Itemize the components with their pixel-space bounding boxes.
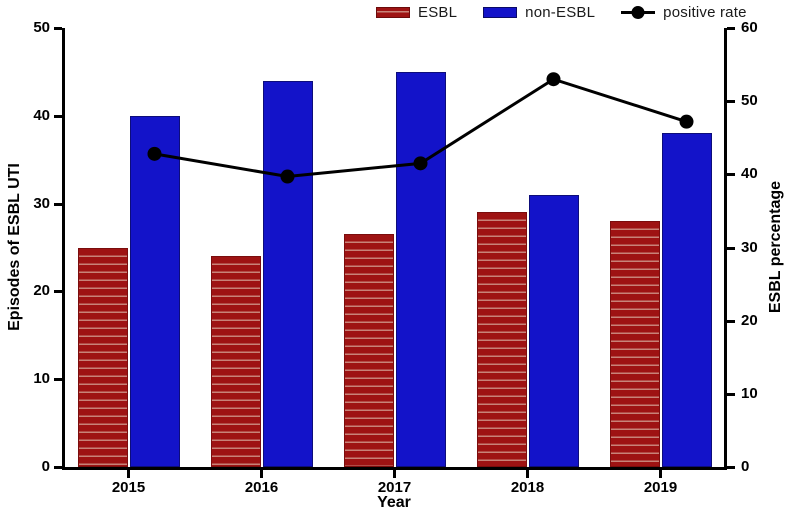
bar-esbl-2019 <box>609 221 660 467</box>
x-tick-label-2015: 2015 <box>111 479 146 496</box>
bar-esbl-2018 <box>476 212 527 467</box>
right-tick-label-50: 50 <box>741 92 758 110</box>
x-tick-2018 <box>526 470 529 478</box>
x-tick-2019 <box>659 470 662 478</box>
legend-label-non-esbl: non-ESBL <box>525 4 596 21</box>
x-tick-2015 <box>127 470 130 478</box>
positive-rate-point-2019 <box>679 114 694 129</box>
right-tick-label-30: 30 <box>741 238 758 256</box>
x-tick-2016 <box>260 470 263 478</box>
legend-item-positive-rate: positive rate <box>621 4 746 21</box>
y-axis-title-left: Episodes of ESBL UTI <box>6 163 23 331</box>
left-tick-label-0: 0 <box>41 458 50 475</box>
right-tick-10 <box>727 392 735 396</box>
bar-non-esbl-2017 <box>395 71 446 467</box>
right-tick-label-20: 20 <box>741 311 758 329</box>
left-tick-label-50: 50 <box>33 19 50 36</box>
x-tick-label-2017: 2017 <box>377 479 412 496</box>
left-tick-40 <box>54 114 62 118</box>
right-tick-label-60: 60 <box>741 19 758 36</box>
positive-rate-line-layer <box>147 72 694 184</box>
x-axis-title: Year <box>377 494 411 511</box>
left-tick-20 <box>54 290 62 294</box>
right-tick-30 <box>727 246 735 250</box>
line-dot-marker-icon <box>621 6 656 19</box>
x-tick-label-2016: 2016 <box>244 479 279 496</box>
right-tick-0 <box>727 466 735 469</box>
positive-rate-point-2015 <box>147 146 162 161</box>
right-tick-60 <box>727 27 735 30</box>
legend: ESBL non-ESBL positive rate <box>376 4 747 21</box>
left-tick-label-10: 10 <box>33 370 50 388</box>
x-tick-label-2018: 2018 <box>510 479 545 496</box>
x-tick-label-2019: 2019 <box>643 479 678 496</box>
plot-area <box>62 28 727 470</box>
left-tick-0 <box>54 466 62 469</box>
legend-label-esbl: ESBL <box>418 4 458 21</box>
right-tick-20 <box>727 319 735 323</box>
left-tick-10 <box>54 378 62 382</box>
right-tick-50 <box>727 100 735 104</box>
left-tick-30 <box>54 202 62 206</box>
bar-esbl-2016 <box>210 256 261 467</box>
left-tick-label-40: 40 <box>33 106 50 124</box>
x-tick-2017 <box>393 470 396 478</box>
legend-label-positive-rate: positive rate <box>663 4 747 21</box>
bar-non-esbl-2015 <box>129 115 180 467</box>
positive-rate-point-2018 <box>546 72 561 87</box>
right-tick-40 <box>727 173 735 177</box>
bar-non-esbl-2016 <box>262 80 313 467</box>
non-esbl-bar-swatch-icon <box>483 7 518 18</box>
legend-item-non-esbl: non-ESBL <box>483 4 595 21</box>
legend-item-esbl: ESBL <box>376 4 457 21</box>
bar-non-esbl-2018 <box>528 194 579 467</box>
left-tick-label-30: 30 <box>33 194 50 212</box>
positive-rate-point-2016 <box>280 169 295 184</box>
right-tick-label-0: 0 <box>741 458 750 475</box>
right-tick-label-10: 10 <box>741 384 758 402</box>
bar-esbl-2015 <box>77 247 128 467</box>
plot-inner <box>65 28 724 467</box>
positive-rate-point-2017 <box>413 156 428 171</box>
esbl-hatched-bar-swatch-icon <box>376 7 410 18</box>
left-tick-50 <box>54 27 62 30</box>
right-tick-label-40: 40 <box>741 165 758 183</box>
bar-non-esbl-2019 <box>661 133 712 467</box>
left-tick-label-20: 20 <box>33 282 50 300</box>
bar-esbl-2017 <box>343 234 394 467</box>
